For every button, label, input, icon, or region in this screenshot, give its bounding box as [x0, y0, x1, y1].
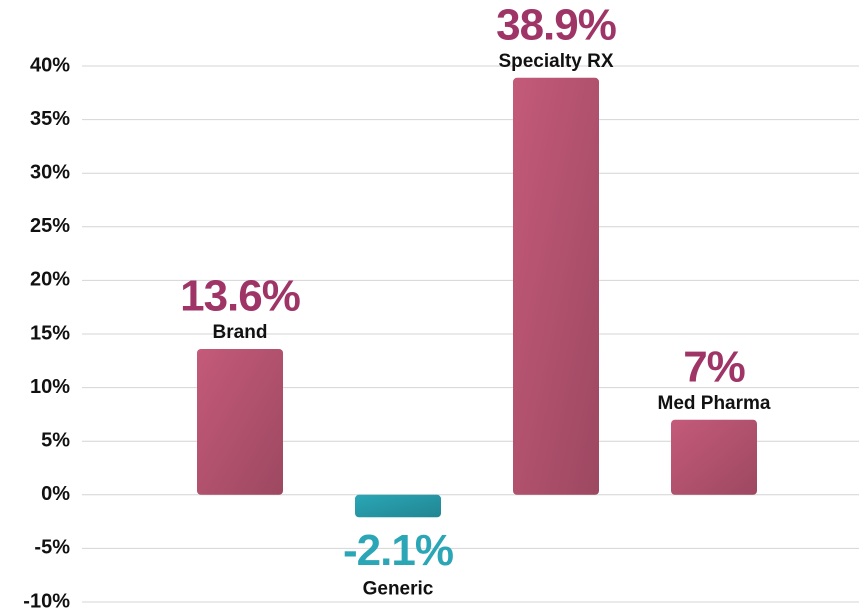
value-label: 7% [683, 342, 745, 391]
bars [197, 77, 757, 518]
y-tick-label: 5% [41, 429, 70, 451]
y-tick-label: 10% [30, 376, 70, 398]
y-tick-label: 40% [30, 54, 70, 76]
value-label: -2.1% [343, 526, 453, 575]
value-label: 13.6% [180, 272, 300, 321]
y-tick-label: 20% [30, 269, 70, 291]
y-tick-label: -5% [34, 537, 70, 559]
category-label: Generic [363, 578, 434, 599]
y-tick-label: 15% [30, 322, 70, 344]
category-label: Brand [213, 322, 268, 343]
bar-shade [355, 494, 441, 518]
bar-shade [671, 419, 757, 495]
bar-shade [197, 349, 283, 495]
y-tick-label: 0% [41, 483, 70, 505]
value-label: 38.9% [496, 0, 616, 49]
bar-shade [513, 77, 599, 495]
y-tick-label: -10% [23, 590, 70, 610]
category-label: Med Pharma [658, 393, 771, 414]
category-label: Specialty RX [498, 51, 613, 72]
y-tick-label: 25% [30, 215, 70, 237]
y-tick-label: 35% [30, 108, 70, 130]
y-tick-label: 30% [30, 161, 70, 183]
